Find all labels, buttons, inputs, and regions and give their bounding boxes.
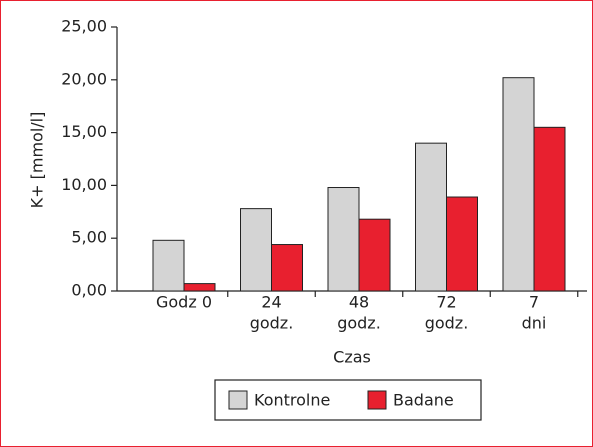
- x-tick-label: 72: [436, 293, 456, 312]
- y-tick-label: 0,00: [71, 281, 107, 300]
- y-tick-label: 20,00: [61, 69, 107, 88]
- legend-label: Badane: [393, 391, 454, 410]
- x-tick-label: godz.: [425, 314, 469, 333]
- x-tick-label: 24: [261, 293, 281, 312]
- x-tick-label: Godz 0: [156, 293, 212, 312]
- y-tick-label: 10,00: [61, 175, 107, 194]
- bar: [152, 239, 185, 292]
- bar: [502, 77, 535, 292]
- legend-box: [214, 379, 482, 421]
- bar: [446, 196, 478, 292]
- legend-swatch: [228, 390, 248, 410]
- x-tick-label: 7: [529, 293, 539, 312]
- y-tick-label: 5,00: [71, 228, 107, 247]
- bar: [358, 218, 391, 292]
- y-tick-label: 25,00: [61, 17, 107, 36]
- bar: [327, 187, 360, 292]
- bar: [533, 126, 566, 292]
- y-axis-label: K+ [mmol/l]: [28, 112, 47, 209]
- y-tick-label: 15,00: [61, 122, 107, 141]
- bar: [415, 142, 447, 292]
- x-tick-label: 48: [349, 293, 369, 312]
- bar: [240, 208, 272, 292]
- legend-swatch: [367, 390, 387, 410]
- x-axis-label: Czas: [333, 348, 371, 367]
- x-tick-label: godz.: [250, 314, 294, 333]
- bar: [271, 244, 303, 292]
- legend-label: Kontrolne: [254, 391, 330, 410]
- x-tick-label: dni: [522, 314, 547, 333]
- x-tick-label: godz.: [337, 314, 381, 333]
- bar: [183, 283, 216, 292]
